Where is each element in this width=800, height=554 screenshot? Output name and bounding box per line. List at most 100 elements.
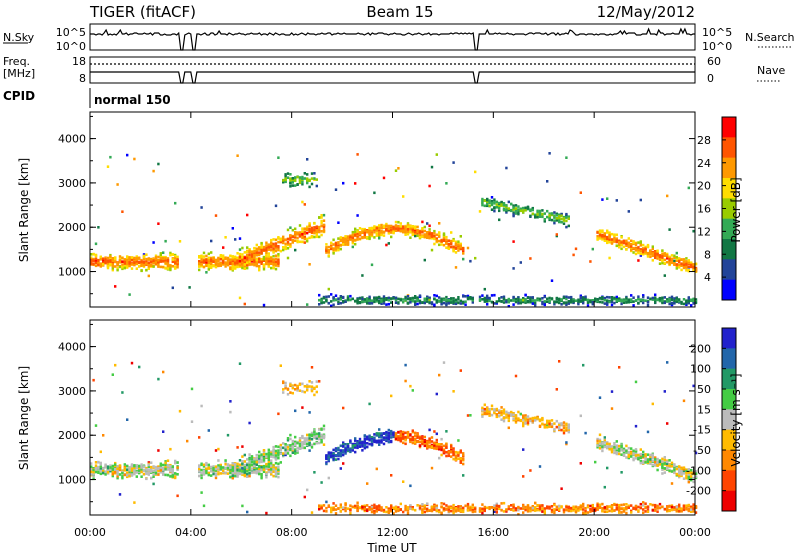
echo-cell [495, 504, 498, 508]
echo-cell [116, 264, 119, 267]
echo-cell [541, 416, 544, 420]
echo-cell [351, 233, 354, 237]
echo-cell [166, 267, 170, 270]
echo-cell [692, 302, 695, 305]
echo-cell [526, 296, 530, 300]
echo-cell [332, 238, 335, 242]
echo-cell [426, 231, 429, 234]
echo-cell [260, 262, 263, 265]
echo-cell [258, 268, 261, 272]
echo-cell [301, 236, 304, 240]
echo-cell [474, 510, 477, 513]
echo-cell [680, 258, 683, 261]
echo-cell [135, 475, 138, 478]
echo-cell [387, 302, 390, 306]
echo-cell [627, 243, 630, 247]
echo-cell [613, 240, 616, 243]
echo-cell [318, 235, 321, 239]
echo-cell [368, 506, 371, 509]
echo-cell [567, 429, 570, 432]
echo-cell [241, 504, 244, 508]
echo-cell [378, 295, 381, 299]
echo-cell [627, 210, 630, 213]
echo-cell [466, 504, 470, 508]
echo-cell [462, 252, 465, 255]
echo-cell [214, 214, 218, 217]
echo-cell [154, 468, 158, 471]
echo-cell [291, 240, 294, 244]
echo-cell [404, 298, 407, 302]
echo-cell [337, 457, 340, 461]
echo-cell [272, 260, 275, 264]
echo-cell [282, 442, 285, 445]
echo-cell [529, 509, 532, 513]
echo-cell [438, 456, 441, 460]
echo-cell [255, 257, 258, 261]
echo-cell [363, 507, 366, 510]
echo-cell [157, 260, 160, 263]
echo-cell [541, 209, 544, 212]
echo-cell [486, 407, 489, 410]
echo-cell [303, 390, 306, 394]
echo-cell [226, 261, 230, 264]
echo-cell [116, 267, 119, 270]
echo-cell [97, 259, 100, 262]
echo-cell [337, 297, 340, 300]
echo-cell [198, 474, 201, 478]
echo-cell [433, 505, 436, 509]
echo-cell [445, 443, 448, 446]
echo-cell [322, 213, 326, 217]
echo-cell [567, 430, 570, 434]
echo-cell [265, 472, 268, 476]
echo-cell [298, 442, 302, 446]
echo-cell [118, 473, 122, 476]
date-title: 12/May/2012 [597, 3, 695, 21]
echo-cell [428, 298, 431, 302]
echo-cell [644, 299, 647, 302]
echo-cell [430, 509, 434, 513]
echo-cell [277, 156, 280, 159]
echo-cell [507, 208, 510, 212]
echo-cell [409, 384, 412, 388]
echo-cell [483, 298, 486, 301]
echo-cell [524, 417, 527, 420]
echo-cell [675, 263, 678, 266]
echo-cell [166, 257, 170, 260]
echo-cell [346, 448, 350, 451]
echo-cell [404, 431, 407, 435]
echo-cell [258, 260, 261, 264]
echo-cell [373, 503, 376, 507]
echo-cell [481, 197, 484, 201]
echo-cell [147, 267, 150, 270]
echo-cell [675, 251, 678, 255]
echo-cell [598, 300, 602, 304]
echo-cell [294, 234, 297, 237]
echo-cell [423, 510, 426, 514]
echo-cell [214, 472, 218, 475]
echo-cell [565, 212, 568, 216]
echo-cell [270, 241, 273, 245]
echo-cell [150, 257, 153, 261]
echo-cell [186, 439, 189, 443]
echo-cell [411, 435, 414, 439]
echo-cell [234, 260, 237, 263]
echo-cell [157, 162, 160, 166]
echo-cell [214, 265, 218, 269]
echo-cell [526, 507, 530, 511]
echo-cell [440, 453, 443, 457]
echo-cell [164, 460, 167, 463]
echo-cell [366, 504, 369, 507]
echo-cell [507, 300, 510, 304]
echo-cell [92, 257, 95, 261]
nsky-tick-top: 10^5 [56, 26, 86, 39]
echo-cell [310, 182, 314, 186]
echo-cell [318, 303, 321, 306]
echo-cell [435, 447, 438, 450]
echo-cell [418, 233, 422, 236]
echo-cell [387, 225, 390, 228]
echo-cell [430, 466, 434, 470]
echo-cell [483, 505, 486, 509]
echo-cell [440, 300, 443, 303]
echo-cell [380, 227, 383, 230]
echo-cell [390, 507, 393, 511]
